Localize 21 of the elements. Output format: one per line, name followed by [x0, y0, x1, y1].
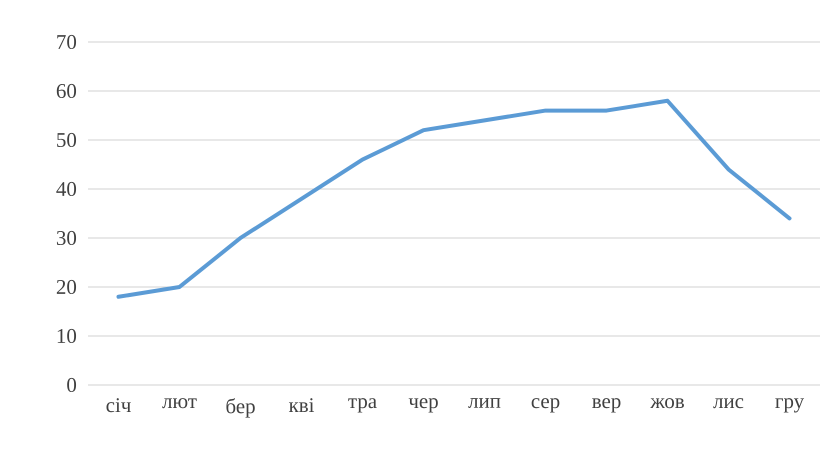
x-tick-label: лют [162, 398, 197, 408]
x-tick-label: сер [532, 398, 560, 412]
y-tick-label: 20 [56, 280, 76, 294]
x-tick-label: тра [348, 398, 377, 412]
y-tick-label: 70 [57, 34, 76, 50]
y-tick-label: 50 [57, 132, 76, 148]
y-tick-label: 60 [56, 84, 76, 98]
y-tick-label: 0 [67, 378, 76, 392]
x-tick-label: гру [775, 398, 804, 413]
x-tick-label: лип [468, 398, 500, 408]
x-tick-label: лис [713, 398, 744, 408]
x-tick-label: чер [408, 398, 438, 412]
y-tick-label: 30 [56, 230, 76, 246]
y-tick-label: 10 [58, 328, 76, 344]
x-tick-label: кві [288, 398, 314, 412]
line-series [116, 98, 792, 299]
x-tick-label: січ [106, 398, 131, 412]
x-tick-label: бер [226, 398, 255, 418]
x-tick-label: жов [650, 398, 684, 408]
x-tick-label: вер [592, 398, 620, 412]
y-tick-label: 40 [56, 182, 76, 196]
